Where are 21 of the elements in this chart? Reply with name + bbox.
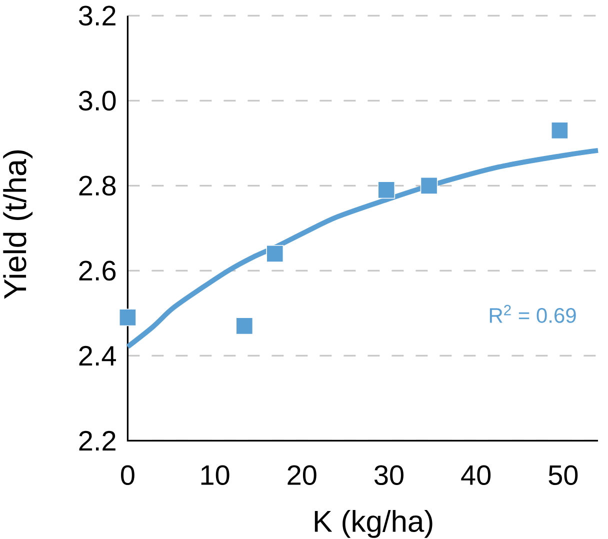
y-tick-label: 3.0	[78, 90, 116, 111]
x-tick-label: 20	[288, 465, 316, 486]
point	[550, 122, 568, 140]
x-tick-label: 10	[201, 465, 230, 486]
point	[119, 308, 136, 326]
y-tick-label: 2.8	[79, 176, 116, 196]
point	[378, 181, 396, 199]
y-tick-label: 3.2	[78, 6, 116, 26]
y-tick-label: 2.2	[79, 430, 116, 450]
x-tick-label: 40	[461, 465, 491, 486]
annotation: R$^{2}$ = 0.69	[490, 304, 576, 323]
x-tick-label: 30	[374, 465, 404, 486]
y-tick-label: 2.6	[79, 260, 116, 281]
y-tick-label: 2.4	[79, 346, 116, 366]
point	[266, 245, 284, 262]
point	[236, 317, 254, 335]
point	[420, 177, 438, 194]
x-tick-label: 50	[548, 465, 578, 486]
x-axis-title: K (kg/ha)	[314, 510, 432, 538]
x-tick-label: 0	[121, 465, 134, 486]
y-axis-title: Yield (t/ha)	[3, 150, 33, 299]
